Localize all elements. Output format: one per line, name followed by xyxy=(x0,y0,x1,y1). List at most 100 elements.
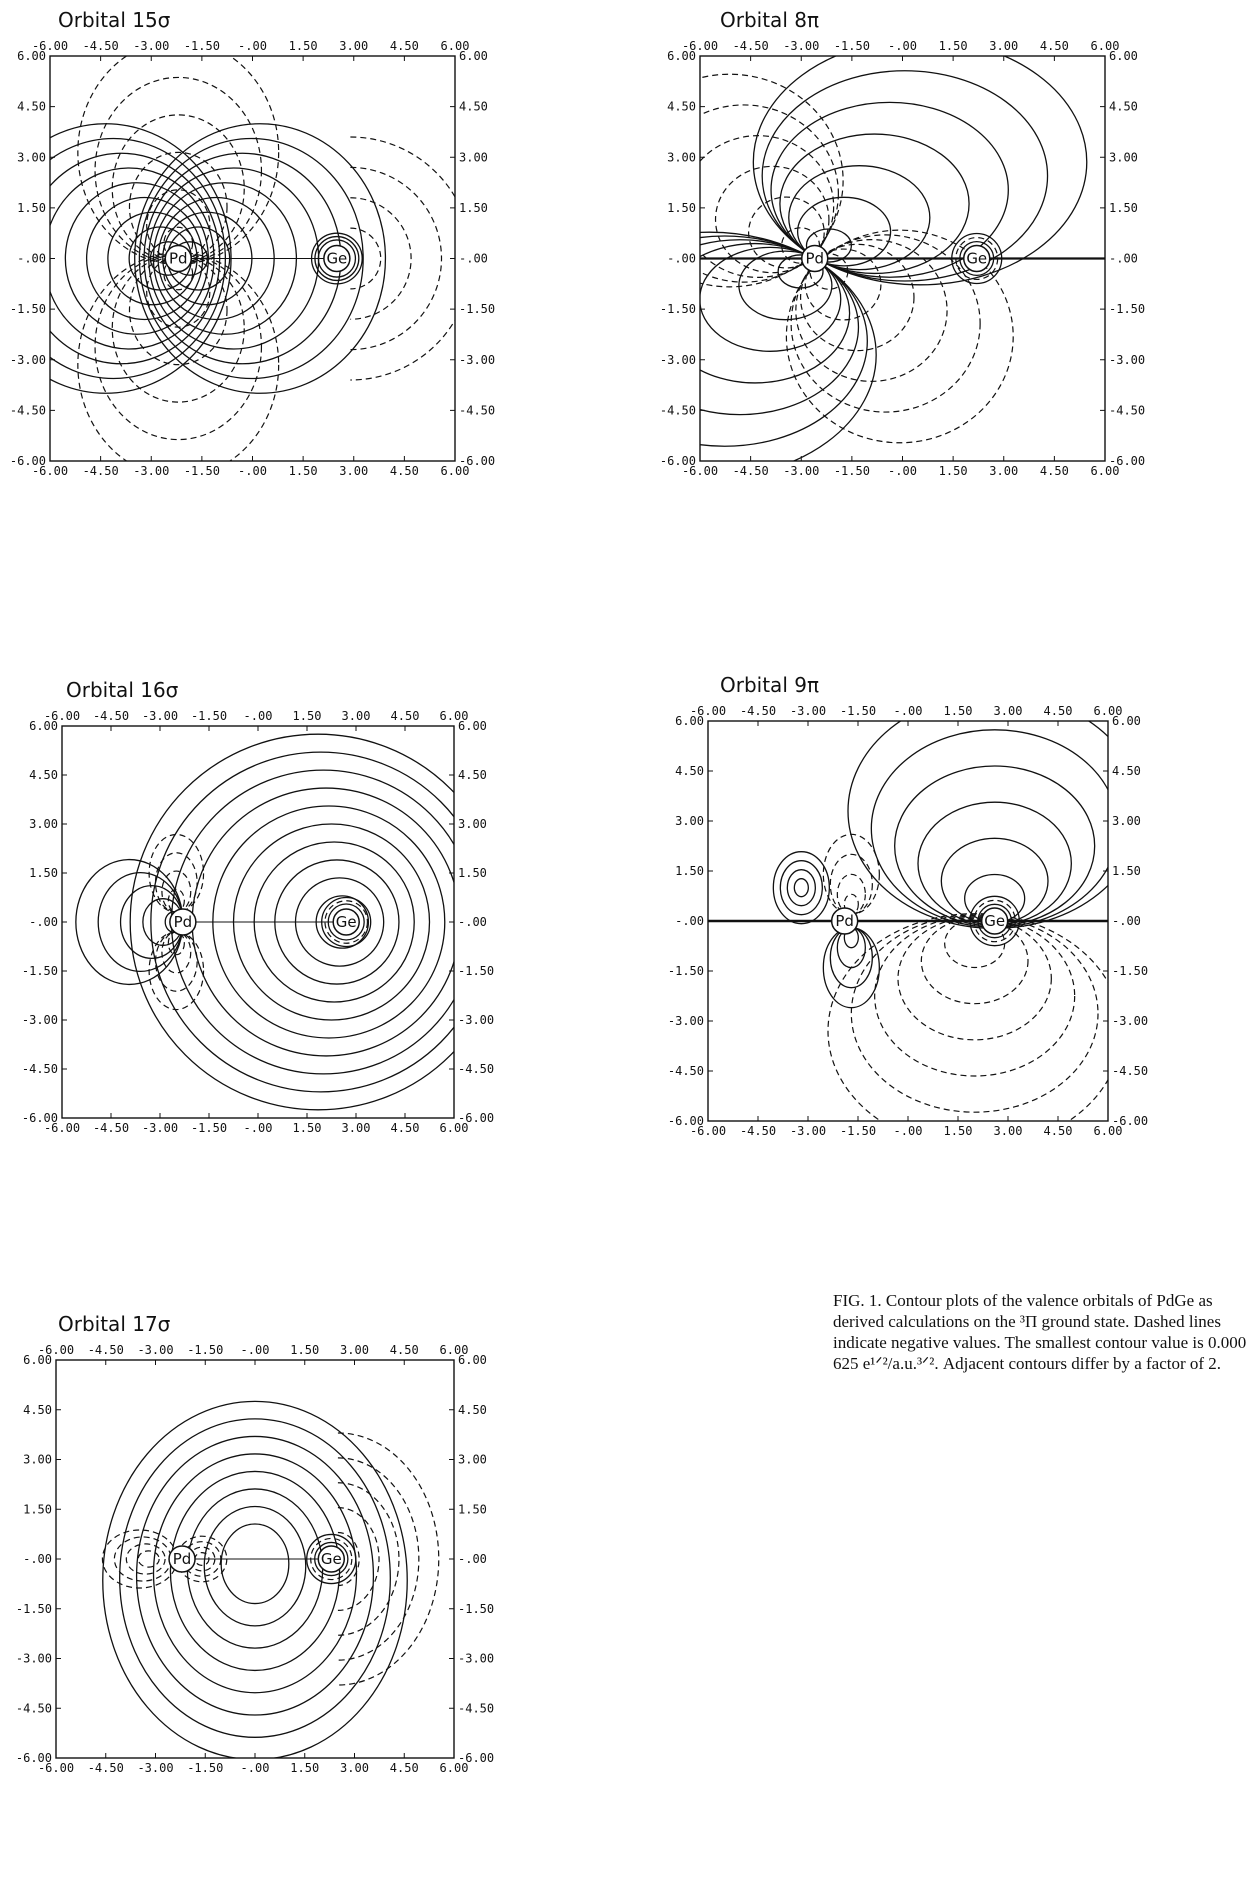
y-tick-label-left: -1.50 xyxy=(10,302,46,316)
negative-contour xyxy=(337,1457,420,1661)
y-tick-label-left: -6.00 xyxy=(660,454,696,468)
x-tick-label-bottom: -1.50 xyxy=(187,1761,223,1775)
y-tick-label-left: 4.50 xyxy=(675,764,704,778)
x-tick-label-top: -4.50 xyxy=(83,39,119,53)
x-tick-label-top: -4.50 xyxy=(733,39,769,53)
y-tick-label-left: 6.00 xyxy=(675,714,704,728)
contour-plot: Pd Ge-6.00-6.006.00 6.00-4.50-4.504.50 4.50… xyxy=(16,1343,494,1775)
orbital-panel-9pi: Orbital 9π Pd Ge -6.00 -6.00 6.00 6.00 -4.50 -4… xyxy=(650,673,1210,1233)
y-tick-label-left: 1.50 xyxy=(29,866,58,880)
negative-contour xyxy=(337,1506,380,1612)
y-tick-label-right: 4.50 xyxy=(1112,764,1141,778)
y-tick-label-right: -1.50 xyxy=(1109,302,1145,316)
y-tick-label-left: -3.00 xyxy=(668,1014,704,1028)
y-tick-label-right: -6.00 xyxy=(458,1751,494,1765)
x-tick-label-bottom: -1.50 xyxy=(834,464,870,478)
y-tick-label-right: -4.50 xyxy=(459,403,495,417)
y-tick-label-right: -6.00 xyxy=(1109,454,1145,468)
x-tick-label-top: -3.00 xyxy=(133,39,169,53)
y-tick-label-right: -6.00 xyxy=(458,1111,494,1125)
negative-contour xyxy=(125,1543,166,1575)
x-tick-label-top: 3.00 xyxy=(340,1343,369,1357)
negative-contour xyxy=(337,1531,360,1587)
positive-contour xyxy=(870,729,1108,928)
x-tick-label-bottom: -3.00 xyxy=(783,464,819,478)
negative-contour xyxy=(700,135,835,278)
y-tick-label-right: -3.00 xyxy=(459,353,495,367)
x-tick-label-bottom: 4.50 xyxy=(391,1121,420,1135)
x-tick-label-top: -6.00 xyxy=(682,39,718,53)
x-tick-label-top: -.00 xyxy=(894,704,923,718)
negative-contour xyxy=(795,239,948,382)
figure-caption: FIG. 1. Contour plots of the valence orb… xyxy=(833,1291,1247,1373)
x-tick-label-bottom: -4.50 xyxy=(733,464,769,478)
x-tick-label-bottom: -.00 xyxy=(244,1121,273,1135)
y-tick-label-right: -1.50 xyxy=(459,302,495,316)
ge-atom-label: Ge xyxy=(966,250,987,268)
negative-contour xyxy=(111,114,245,263)
x-tick-label-top: -.00 xyxy=(888,39,917,53)
positive-contour xyxy=(772,851,830,925)
x-tick-label-top: -6.00 xyxy=(32,39,68,53)
x-tick-label-bottom: -6.00 xyxy=(44,1121,80,1135)
negative-contour xyxy=(154,852,198,913)
x-tick-label-top: 1.50 xyxy=(289,39,318,53)
y-tick-label-left: 3.00 xyxy=(17,150,46,164)
pd-atom-circle xyxy=(801,244,829,273)
y-tick-label-right: 6.00 xyxy=(458,1353,487,1367)
positive-contour xyxy=(777,254,824,289)
y-tick-label-left: 4.50 xyxy=(29,768,58,782)
y-tick-label-left: -.00 xyxy=(29,915,58,929)
negative-contour xyxy=(77,56,280,265)
x-tick-label-top: 6.00 xyxy=(441,39,470,53)
positive-contour xyxy=(700,239,860,416)
y-tick-label-right: 4.50 xyxy=(458,1403,487,1417)
x-tick-label-top: 4.50 xyxy=(391,709,420,723)
orbital-panel-8pi: Orbital 8π Pd Ge -6.00 -6.00 6.00 6.00 -4.50 -4… xyxy=(650,8,1210,568)
ge-atom-label: Ge xyxy=(326,250,347,268)
ge-atom-circle xyxy=(323,244,351,273)
x-tick-label-top: -1.50 xyxy=(187,1343,223,1357)
negative-contour xyxy=(350,166,443,351)
y-tick-label-left: -.00 xyxy=(675,914,704,928)
ge-atom-label: Ge xyxy=(336,913,357,931)
x-tick-label-bottom: -3.00 xyxy=(790,1124,826,1138)
positive-contour xyxy=(75,858,184,986)
negative-contour xyxy=(785,229,1014,444)
y-tick-label-right: 6.00 xyxy=(1112,714,1141,728)
x-tick-label-top: 1.50 xyxy=(939,39,968,53)
positive-contour xyxy=(786,869,816,907)
x-tick-label-top: 1.50 xyxy=(290,1343,319,1357)
x-tick-label-top: -.00 xyxy=(244,709,273,723)
negative-contour xyxy=(324,900,369,944)
positive-contour xyxy=(138,137,364,380)
y-tick-label-left: 6.00 xyxy=(23,1353,52,1367)
x-tick-label-bottom: 1.50 xyxy=(293,1121,322,1135)
x-tick-label-bottom: -.00 xyxy=(894,1124,923,1138)
x-tick-label-bottom: 1.50 xyxy=(290,1761,319,1775)
contour-plot: Pd Ge-6.00-6.006.00 6.00-4.50-4.504.50 4.50… xyxy=(668,704,1148,1138)
negative-contour xyxy=(350,227,382,290)
x-tick-label-top: -6.00 xyxy=(44,709,80,723)
y-tick-label-left: 6.00 xyxy=(29,719,58,733)
x-tick-label-top: 3.00 xyxy=(342,709,371,723)
positive-contour xyxy=(700,231,877,461)
x-tick-label-top: -1.50 xyxy=(834,39,870,53)
positive-contour xyxy=(700,246,842,352)
y-tick-label-right: 6.00 xyxy=(459,49,488,63)
y-tick-label-left: 1.50 xyxy=(675,864,704,878)
orbital-panel-17sigma: Orbital 17σ Pd Ge -6.00 -6.00 6.00 6.00 -4.50-… xyxy=(0,1312,560,1897)
negative-contour xyxy=(146,256,211,328)
positive-contour xyxy=(135,1435,375,1716)
x-tick-label-top: 3.00 xyxy=(994,704,1023,718)
y-tick-label-right: 4.50 xyxy=(1109,100,1138,114)
contour-plot: Pd Ge-6.00-6.006.00 6.00-4.50-4.504.50 4.50… xyxy=(660,39,1145,478)
x-tick-label-top: -.00 xyxy=(241,1343,270,1357)
positive-contour xyxy=(793,878,809,898)
y-tick-label-left: -1.50 xyxy=(22,964,58,978)
x-tick-label-top: -1.50 xyxy=(840,704,876,718)
negative-contour xyxy=(161,870,192,913)
x-tick-label-bottom: -.00 xyxy=(241,1761,270,1775)
y-tick-label-right: 3.00 xyxy=(458,817,487,831)
y-tick-label-right: -4.50 xyxy=(1109,403,1145,417)
